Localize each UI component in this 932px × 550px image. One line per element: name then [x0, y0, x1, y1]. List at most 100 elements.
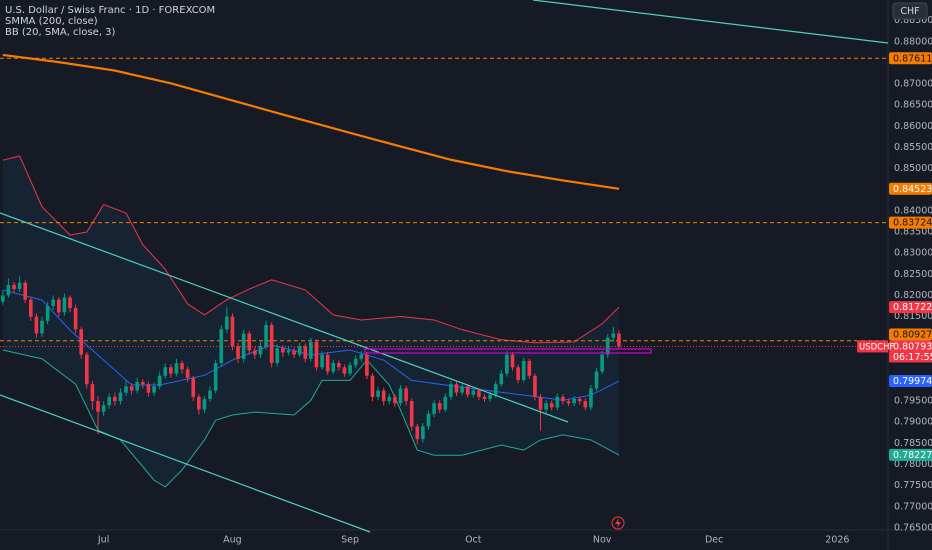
candle-body [141, 382, 145, 385]
candle-body [135, 382, 140, 391]
y-tick-label: 0.87000 [894, 79, 932, 90]
candle-body [208, 390, 212, 399]
candle-body [477, 390, 481, 397]
level-badge-bg [889, 216, 932, 229]
y-tick-label: 0.84000 [894, 205, 932, 216]
trend-line [0, 212, 569, 423]
candle-body [544, 403, 548, 410]
candle-body [589, 388, 593, 408]
candle-body [325, 354, 330, 372]
candle-body [449, 384, 453, 397]
candle-body [185, 369, 190, 378]
candle-body [23, 282, 28, 300]
y-tick-label: 0.82500 [894, 269, 932, 280]
candle-body [247, 333, 252, 351]
x-tick-label: Sep [341, 535, 359, 546]
candle-body [432, 403, 436, 414]
chart-title: U.S. Dollar / Swiss Franc · 1D · FOREXCO… [5, 5, 215, 16]
candle-body [611, 333, 616, 338]
candle-body [471, 390, 476, 395]
x-tick-label: Aug [223, 535, 242, 546]
candle-body [163, 367, 168, 376]
x-tick-label: Oct [465, 535, 482, 546]
candle-body [107, 396, 112, 406]
price-badge: 0.80793 [893, 341, 932, 352]
candle-body [555, 396, 560, 408]
indicator-badge-bg [889, 375, 932, 388]
candle-body [561, 396, 565, 402]
indicator-line [2, 349, 620, 488]
candle-body [443, 396, 448, 410]
indicator-badge: 0.78227 [893, 450, 932, 461]
candle-body [348, 365, 352, 374]
candle-body [460, 386, 464, 393]
candle-body [454, 384, 459, 393]
countdown: 06:17:55 [893, 352, 932, 363]
candle-body [337, 363, 341, 368]
candle-body [152, 386, 156, 393]
y-tick-label: 0.79000 [894, 417, 932, 428]
candle-body [118, 392, 123, 402]
y-tick-label: 0.78500 [894, 438, 932, 449]
level-badge-bg [889, 328, 932, 341]
trend-line [0, 394, 371, 533]
indicator-badge: 0.84523 [893, 184, 932, 195]
candle-body [96, 401, 100, 412]
candle-body [342, 367, 347, 374]
y-tick-label: 0.86000 [894, 121, 932, 132]
y-tick-label: 0.77000 [894, 501, 932, 512]
level-badge: 0.87611 [893, 53, 932, 64]
currency[interactable]: CHF [900, 6, 919, 17]
price-axis: 0.88500 0.88000 0.87000 0.86500 0.86000 0.855… [97, 15, 932, 546]
candle-body [387, 396, 392, 402]
candle-body [499, 373, 504, 385]
candle-body [213, 363, 218, 391]
band-fill [2, 155, 619, 487]
candle-body [90, 384, 95, 402]
y-tick-label: 0.85500 [894, 142, 932, 153]
y-tick-label: 0.88500 [894, 15, 932, 26]
indicator-badge-bg [889, 301, 932, 314]
y-tick-label: 0.83500 [894, 227, 932, 238]
zone-box [364, 348, 652, 354]
candle-body [566, 401, 571, 404]
y-tick-label: 0.83000 [894, 248, 932, 259]
candle-body [488, 394, 492, 399]
candle-body [40, 320, 44, 334]
candle-body [157, 375, 162, 387]
candle-body [617, 333, 621, 347]
candle-body [236, 346, 240, 359]
candle-body [594, 371, 599, 389]
candle-body [180, 363, 184, 370]
candle-body [376, 390, 380, 397]
candle-body [426, 413, 431, 427]
candle-body [404, 388, 408, 402]
y-tick-label: 0.78000 [894, 459, 932, 470]
candle-body [437, 403, 442, 410]
y-tick-label: 0.85000 [894, 163, 932, 174]
candle-body [577, 398, 582, 402]
candle-body [169, 367, 173, 374]
x-tick-label: Dec [705, 535, 723, 546]
indicator-badge: 0.81722 [893, 302, 932, 313]
candle-body [493, 384, 498, 395]
event-icon[interactable] [611, 516, 625, 530]
candle-body [56, 299, 61, 313]
candle-body [521, 360, 526, 380]
y-tick-label: 0.81500 [894, 311, 932, 322]
candle-body [34, 316, 39, 334]
candle-body [253, 350, 257, 355]
candle-body [365, 354, 369, 376]
symbol-label: USDCHF [859, 342, 894, 352]
candle-body [353, 358, 358, 366]
y-tick-label: 0.77500 [894, 480, 932, 491]
candle-body [101, 405, 106, 412]
currency-button[interactable] [892, 2, 928, 20]
candle-body [381, 390, 386, 402]
candle-body [527, 360, 532, 376]
candle-body [516, 367, 520, 380]
candle-body [398, 388, 403, 404]
candle-body [331, 363, 336, 372]
candle-body [73, 308, 78, 330]
